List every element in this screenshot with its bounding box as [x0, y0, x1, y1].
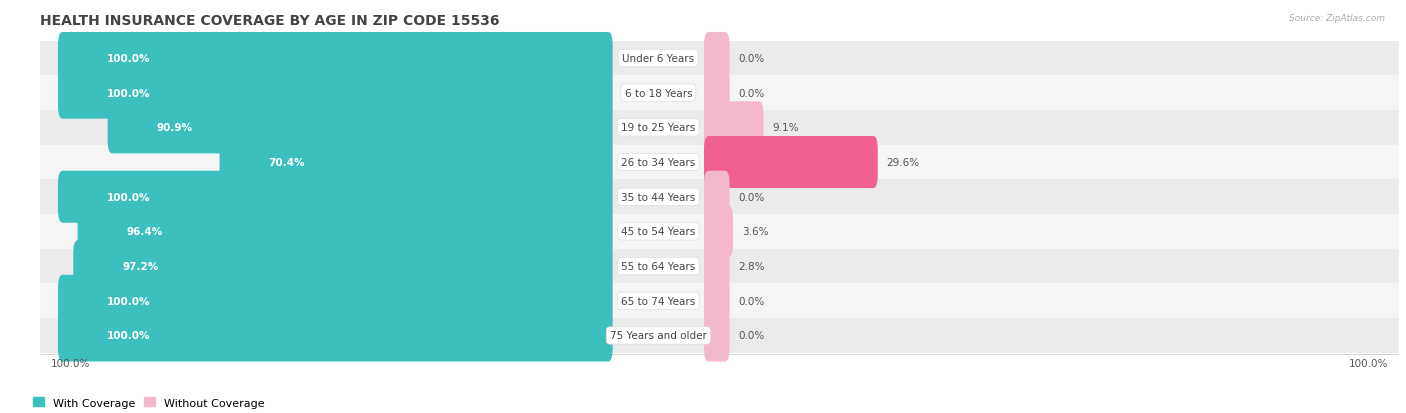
Text: HEALTH INSURANCE COVERAGE BY AGE IN ZIP CODE 15536: HEALTH INSURANCE COVERAGE BY AGE IN ZIP …	[41, 14, 499, 28]
FancyBboxPatch shape	[219, 137, 613, 189]
FancyBboxPatch shape	[58, 33, 613, 85]
FancyBboxPatch shape	[77, 206, 613, 258]
Text: 0.0%: 0.0%	[738, 296, 765, 306]
Bar	[41, 76, 1399, 111]
FancyBboxPatch shape	[58, 275, 613, 327]
FancyBboxPatch shape	[58, 310, 613, 362]
Bar	[41, 111, 1399, 145]
Bar	[41, 249, 1399, 284]
Text: 100.0%: 100.0%	[107, 331, 150, 341]
FancyBboxPatch shape	[58, 67, 613, 119]
Text: 19 to 25 Years: 19 to 25 Years	[621, 123, 696, 133]
Text: 9.1%: 9.1%	[772, 123, 799, 133]
Bar	[41, 318, 1399, 353]
Text: 100.0%: 100.0%	[107, 54, 150, 64]
FancyBboxPatch shape	[704, 240, 730, 292]
Text: 0.0%: 0.0%	[738, 331, 765, 341]
Text: 90.9%: 90.9%	[156, 123, 193, 133]
Text: 97.2%: 97.2%	[122, 261, 159, 271]
FancyBboxPatch shape	[704, 137, 877, 189]
FancyBboxPatch shape	[704, 67, 730, 119]
FancyBboxPatch shape	[704, 33, 730, 85]
Text: 100.0%: 100.0%	[1348, 358, 1388, 368]
Text: 96.4%: 96.4%	[127, 227, 163, 237]
Text: 65 to 74 Years: 65 to 74 Years	[621, 296, 696, 306]
Text: 29.6%: 29.6%	[887, 158, 920, 168]
Text: 0.0%: 0.0%	[738, 88, 765, 98]
Bar	[41, 284, 1399, 318]
FancyBboxPatch shape	[58, 171, 613, 223]
FancyBboxPatch shape	[73, 240, 613, 292]
Text: 100.0%: 100.0%	[107, 296, 150, 306]
Text: 100.0%: 100.0%	[107, 88, 150, 98]
Text: 6 to 18 Years: 6 to 18 Years	[624, 88, 692, 98]
Text: 45 to 54 Years: 45 to 54 Years	[621, 227, 696, 237]
Bar	[41, 42, 1399, 76]
Text: 35 to 44 Years: 35 to 44 Years	[621, 192, 696, 202]
Text: Under 6 Years: Under 6 Years	[623, 54, 695, 64]
Legend: With Coverage, Without Coverage: With Coverage, Without Coverage	[28, 393, 270, 412]
Text: 2.8%: 2.8%	[738, 261, 765, 271]
Text: 100.0%: 100.0%	[51, 358, 90, 368]
FancyBboxPatch shape	[108, 102, 613, 154]
Text: 26 to 34 Years: 26 to 34 Years	[621, 158, 696, 168]
Text: Source: ZipAtlas.com: Source: ZipAtlas.com	[1289, 14, 1385, 24]
Bar	[41, 145, 1399, 180]
Text: 55 to 64 Years: 55 to 64 Years	[621, 261, 696, 271]
FancyBboxPatch shape	[704, 275, 730, 327]
Bar	[41, 180, 1399, 215]
Text: 75 Years and older: 75 Years and older	[610, 331, 707, 341]
FancyBboxPatch shape	[704, 102, 763, 154]
FancyBboxPatch shape	[704, 310, 730, 362]
Text: 0.0%: 0.0%	[738, 54, 765, 64]
Bar	[41, 215, 1399, 249]
FancyBboxPatch shape	[704, 206, 733, 258]
Text: 3.6%: 3.6%	[742, 227, 769, 237]
Text: 100.0%: 100.0%	[107, 192, 150, 202]
FancyBboxPatch shape	[704, 171, 730, 223]
Text: 70.4%: 70.4%	[269, 158, 305, 168]
Text: 0.0%: 0.0%	[738, 192, 765, 202]
